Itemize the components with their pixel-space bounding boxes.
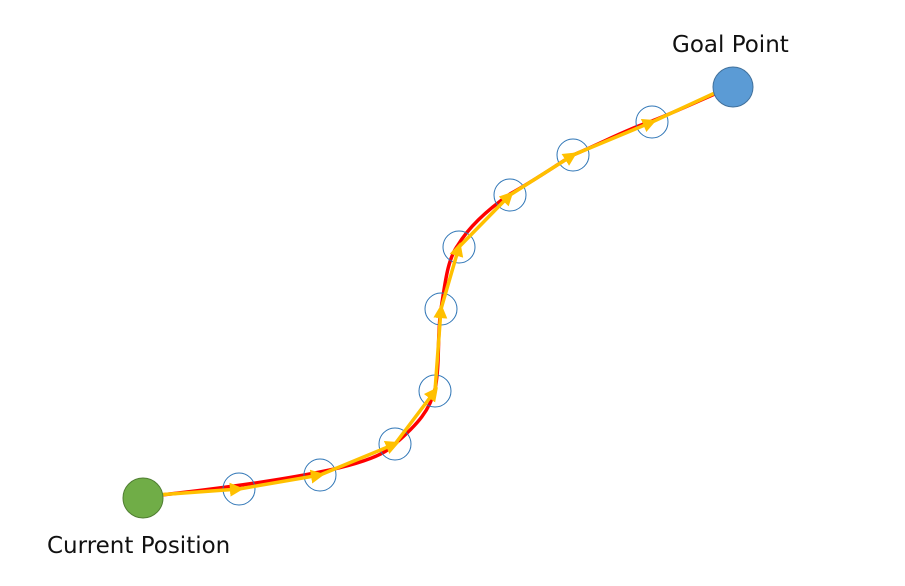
goal-point-label: Goal Point: [672, 32, 789, 58]
path-arrow-7: [457, 191, 514, 249]
current-position-marker: [122, 477, 164, 519]
path-arrows: [141, 83, 735, 498]
path-arrow-8: [508, 152, 578, 197]
path-arrow-3: [318, 441, 400, 477]
path-arrow-5: [433, 304, 448, 393]
path-arrow-9: [571, 119, 657, 157]
waypoint-6: [442, 230, 476, 264]
path-arrow-4: [393, 387, 438, 446]
waypoint-9: [635, 105, 669, 139]
path-arrow-2: [237, 469, 325, 491]
current-position-label: Current Position: [47, 533, 231, 559]
waypoint-3: [378, 427, 412, 461]
waypoint-8: [556, 138, 590, 172]
path-arrow-6: [439, 242, 464, 311]
planned-path-curve: [141, 84, 735, 499]
waypoints: [222, 105, 669, 506]
goal-point-marker: [712, 66, 754, 108]
waypoint-2: [303, 458, 337, 492]
waypoint-7: [493, 178, 527, 212]
